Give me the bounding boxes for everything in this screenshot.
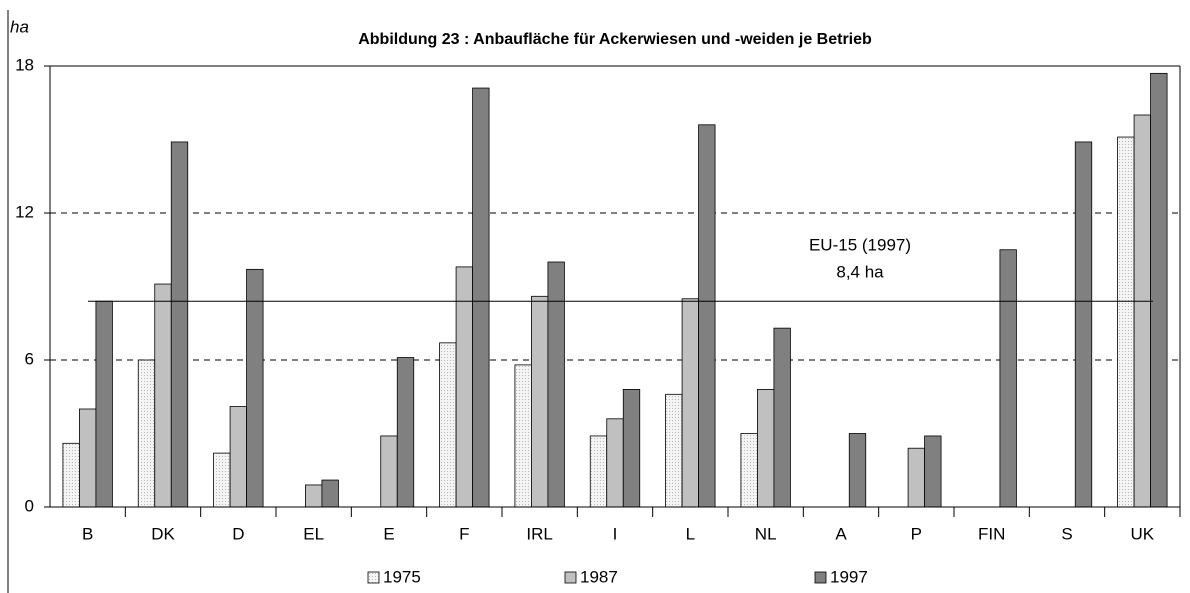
bar [531, 295, 549, 508]
bar [95, 300, 113, 508]
bar [740, 433, 758, 508]
x-tick-label: L [686, 524, 695, 543]
legend-swatch [367, 571, 380, 584]
x-tick-label: E [383, 524, 394, 543]
x-tick-label: F [459, 524, 469, 543]
reference-value-label: 8,4 ha [836, 263, 884, 282]
bar [246, 268, 264, 508]
bar [757, 388, 775, 508]
x-tick-label: P [911, 524, 922, 543]
bar [606, 418, 624, 508]
legend-swatch [814, 571, 827, 584]
bar [1074, 141, 1093, 508]
x-tick-label: DK [151, 524, 175, 543]
bar [321, 479, 339, 508]
bar [698, 124, 716, 508]
x-tick-label: A [835, 524, 847, 543]
bar [1150, 72, 1168, 508]
x-tick-label: FIN [978, 524, 1005, 543]
bar [380, 435, 398, 508]
x-tick-label: D [232, 524, 244, 543]
bar [137, 359, 156, 508]
bar [213, 452, 231, 508]
legend-label: 1997 [830, 567, 868, 586]
bar [681, 298, 699, 508]
y-tick-label: 18 [15, 55, 34, 74]
bar [773, 327, 791, 508]
bar [455, 266, 473, 508]
bar [1117, 136, 1135, 508]
x-tick-label: S [1061, 524, 1072, 543]
x-tick-label: NL [755, 524, 777, 543]
bar [170, 141, 189, 508]
bar [622, 388, 641, 508]
bar [924, 435, 942, 508]
x-tick-label: B [82, 524, 93, 543]
x-tick-label: I [613, 524, 618, 543]
x-tick-label: EL [303, 524, 324, 543]
bar [305, 484, 323, 508]
bar [154, 283, 172, 508]
bar [229, 406, 247, 508]
bar [79, 408, 97, 508]
x-tick-label: UK [1131, 524, 1155, 543]
y-tick-label: 0 [25, 496, 34, 515]
bar [1133, 114, 1151, 508]
bar [665, 393, 683, 508]
y-tick-label: 6 [25, 349, 34, 368]
bar [999, 249, 1017, 508]
bar [907, 447, 925, 508]
bar [547, 261, 565, 508]
bar [396, 357, 415, 508]
chart-title: Abbildung 23 : Anbaufläche für Ackerwies… [358, 31, 872, 48]
bar [514, 364, 532, 508]
legend-label: 1987 [580, 567, 618, 586]
y-axis-label: ha [10, 17, 29, 36]
legend-label: 1975 [383, 567, 421, 586]
reference-label: EU-15 (1997) [809, 236, 911, 255]
y-tick-label: 12 [15, 202, 34, 221]
bar [589, 435, 608, 508]
bar [62, 442, 80, 508]
bar [848, 433, 867, 508]
bar [439, 342, 457, 508]
bar [472, 87, 490, 508]
x-tick-label: IRL [526, 524, 552, 543]
legend-swatch [564, 571, 577, 584]
